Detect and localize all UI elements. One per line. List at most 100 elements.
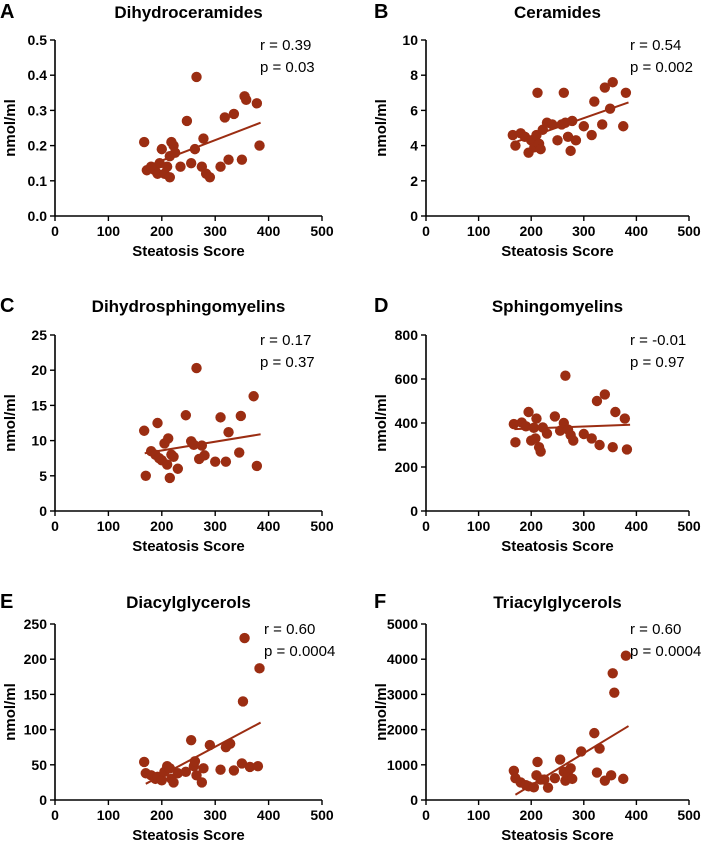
data-point xyxy=(215,764,226,775)
y-tick-label: 0 xyxy=(410,792,418,808)
data-point xyxy=(234,447,245,458)
x-axis-label: Steatosis Score xyxy=(501,827,614,844)
panel-letter: B xyxy=(374,1,388,23)
data-point xyxy=(161,161,173,172)
x-tick-label: 200 xyxy=(150,807,174,823)
data-point xyxy=(220,456,232,467)
data-point xyxy=(528,422,540,434)
panel-letter: A xyxy=(0,1,14,23)
x-tick-label: 400 xyxy=(257,807,281,823)
data-point xyxy=(599,389,611,400)
data-point xyxy=(554,425,566,436)
chart-title: Diacylglycerols xyxy=(126,593,251,612)
x-tick-label: 100 xyxy=(97,807,121,823)
y-tick-label: 25 xyxy=(31,327,47,343)
data-point xyxy=(175,161,186,172)
x-tick-label: 100 xyxy=(97,518,121,534)
data-point xyxy=(219,112,231,123)
data-point xyxy=(570,135,582,146)
x-axis-label: Steatosis Score xyxy=(501,538,614,555)
data-point xyxy=(164,763,176,774)
data-point xyxy=(549,772,561,784)
data-point xyxy=(568,435,579,446)
data-point xyxy=(619,413,631,424)
x-tick-label: 300 xyxy=(204,223,228,239)
data-point xyxy=(523,406,534,418)
y-tick-label: 0.3 xyxy=(28,102,48,118)
x-tick-label: 300 xyxy=(204,518,228,534)
data-point xyxy=(168,777,179,788)
data-point xyxy=(172,463,184,474)
y-axis-label: nmol/ml xyxy=(373,99,390,157)
data-point xyxy=(535,446,546,457)
panel-letter: C xyxy=(0,295,14,317)
x-axis-label: Steatosis Score xyxy=(132,827,245,844)
chart-title: Sphingomyelins xyxy=(492,297,623,316)
data-point xyxy=(554,754,566,765)
r-value-label: r = 0.60 xyxy=(630,621,681,638)
x-tick-label: 0 xyxy=(51,518,59,534)
data-point xyxy=(586,129,597,141)
data-point xyxy=(161,459,173,470)
y-tick-label: 2 xyxy=(410,173,418,189)
y-tick-label: 20 xyxy=(31,362,47,378)
chart-title: Triacylglycerols xyxy=(493,593,622,612)
y-tick-label: 10 xyxy=(402,32,418,48)
x-tick-label: 400 xyxy=(257,518,281,534)
x-tick-label: 0 xyxy=(422,223,430,239)
x-tick-label: 200 xyxy=(520,223,544,239)
y-tick-label: 8 xyxy=(410,67,418,83)
data-point xyxy=(237,696,249,707)
data-point xyxy=(223,426,234,438)
data-point xyxy=(236,154,248,165)
x-tick-label: 500 xyxy=(310,807,334,823)
data-point xyxy=(236,758,248,769)
p-value-label: p = 0.0004 xyxy=(264,643,335,660)
data-point xyxy=(140,470,151,481)
data-point xyxy=(164,472,176,484)
r-value-label: r = 0.54 xyxy=(630,37,681,54)
data-point xyxy=(607,442,618,453)
data-point xyxy=(244,761,256,773)
data-point xyxy=(204,739,216,751)
y-tick-label: 2000 xyxy=(387,722,418,738)
data-point xyxy=(168,451,179,462)
data-point xyxy=(198,133,209,144)
p-value-label: p = 0.0004 xyxy=(630,643,701,660)
data-point xyxy=(163,433,174,444)
data-point xyxy=(532,756,543,768)
chart-title: Dihydroceramides xyxy=(114,3,262,22)
p-value-label: p = 0.002 xyxy=(630,59,693,76)
y-tick-label: 0 xyxy=(39,503,47,519)
y-tick-label: 5 xyxy=(39,468,47,484)
data-point xyxy=(507,129,518,141)
y-tick-label: 0.2 xyxy=(28,138,48,154)
y-axis-label: nmol/ml xyxy=(373,394,390,452)
data-point xyxy=(181,115,193,127)
data-point xyxy=(196,777,208,788)
data-point xyxy=(528,782,540,793)
y-tick-label: 0.1 xyxy=(28,173,48,189)
x-tick-label: 500 xyxy=(677,223,701,239)
y-axis-label: nmol/ml xyxy=(2,683,19,741)
data-point xyxy=(604,103,616,114)
data-point xyxy=(510,140,521,151)
y-tick-label: 4000 xyxy=(387,651,418,667)
x-tick-label: 100 xyxy=(467,518,491,534)
data-point xyxy=(530,433,541,444)
data-point xyxy=(594,743,605,754)
x-tick-label: 500 xyxy=(310,518,334,534)
data-point xyxy=(589,96,600,107)
data-point xyxy=(542,782,554,793)
x-tick-label: 300 xyxy=(572,807,596,823)
data-point xyxy=(539,774,550,785)
r-value-label: r = 0.39 xyxy=(260,37,311,54)
data-point xyxy=(228,108,240,120)
data-point xyxy=(189,143,201,155)
x-axis-label: Steatosis Score xyxy=(501,243,614,260)
data-point xyxy=(575,746,587,757)
data-point xyxy=(599,82,611,93)
trend-line xyxy=(145,121,261,168)
data-point xyxy=(248,391,259,402)
data-point xyxy=(199,450,210,461)
